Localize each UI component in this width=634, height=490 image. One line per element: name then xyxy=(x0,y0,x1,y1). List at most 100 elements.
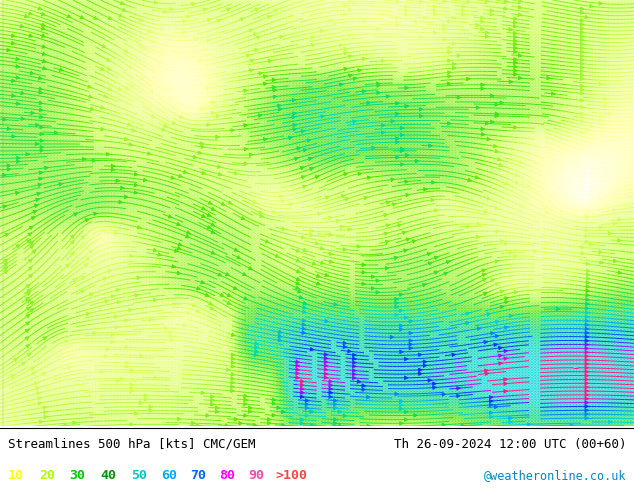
FancyArrowPatch shape xyxy=(514,39,517,43)
FancyArrowPatch shape xyxy=(442,393,446,396)
FancyArrowPatch shape xyxy=(210,395,214,398)
FancyArrowPatch shape xyxy=(244,124,247,127)
FancyArrowPatch shape xyxy=(139,354,143,357)
FancyArrowPatch shape xyxy=(37,397,41,400)
FancyArrowPatch shape xyxy=(487,313,491,316)
FancyArrowPatch shape xyxy=(226,368,230,371)
FancyArrowPatch shape xyxy=(312,262,316,265)
FancyArrowPatch shape xyxy=(35,382,38,385)
FancyArrowPatch shape xyxy=(505,0,508,3)
FancyArrowPatch shape xyxy=(466,312,470,315)
FancyArrowPatch shape xyxy=(467,0,470,3)
FancyArrowPatch shape xyxy=(395,301,398,305)
FancyArrowPatch shape xyxy=(112,164,115,168)
FancyArrowPatch shape xyxy=(101,370,104,373)
FancyArrowPatch shape xyxy=(443,38,446,42)
FancyArrowPatch shape xyxy=(604,104,607,108)
FancyArrowPatch shape xyxy=(442,423,446,426)
FancyArrowPatch shape xyxy=(483,210,487,213)
FancyArrowPatch shape xyxy=(30,72,34,74)
FancyArrowPatch shape xyxy=(481,133,485,136)
FancyArrowPatch shape xyxy=(444,272,448,275)
FancyArrowPatch shape xyxy=(324,372,328,375)
FancyArrowPatch shape xyxy=(453,67,456,70)
FancyArrowPatch shape xyxy=(218,273,222,276)
FancyArrowPatch shape xyxy=(404,376,408,380)
FancyArrowPatch shape xyxy=(255,350,258,353)
FancyArrowPatch shape xyxy=(309,233,313,237)
FancyArrowPatch shape xyxy=(207,213,211,217)
FancyArrowPatch shape xyxy=(40,125,43,129)
FancyArrowPatch shape xyxy=(178,243,182,246)
FancyArrowPatch shape xyxy=(125,318,128,322)
FancyArrowPatch shape xyxy=(514,50,517,53)
FancyArrowPatch shape xyxy=(39,87,42,91)
FancyArrowPatch shape xyxy=(366,395,370,399)
FancyArrowPatch shape xyxy=(268,417,271,421)
FancyArrowPatch shape xyxy=(212,101,215,104)
FancyArrowPatch shape xyxy=(206,414,209,417)
FancyArrowPatch shape xyxy=(339,410,342,414)
FancyArrowPatch shape xyxy=(16,245,20,248)
FancyArrowPatch shape xyxy=(138,225,141,229)
FancyArrowPatch shape xyxy=(186,15,190,18)
FancyArrowPatch shape xyxy=(518,5,522,9)
FancyArrowPatch shape xyxy=(66,264,69,268)
FancyArrowPatch shape xyxy=(505,326,508,329)
FancyArrowPatch shape xyxy=(340,225,344,229)
FancyArrowPatch shape xyxy=(116,379,119,383)
FancyArrowPatch shape xyxy=(401,147,404,150)
FancyArrowPatch shape xyxy=(456,387,460,390)
FancyArrowPatch shape xyxy=(333,418,337,421)
FancyArrowPatch shape xyxy=(33,211,37,214)
FancyArrowPatch shape xyxy=(433,5,437,8)
FancyArrowPatch shape xyxy=(296,371,299,375)
FancyArrowPatch shape xyxy=(377,27,380,31)
FancyArrowPatch shape xyxy=(81,290,84,293)
FancyArrowPatch shape xyxy=(613,259,617,263)
FancyArrowPatch shape xyxy=(333,399,337,402)
FancyArrowPatch shape xyxy=(325,273,328,277)
FancyArrowPatch shape xyxy=(108,16,112,19)
FancyArrowPatch shape xyxy=(362,90,366,93)
FancyArrowPatch shape xyxy=(415,20,418,23)
FancyArrowPatch shape xyxy=(16,156,20,160)
FancyArrowPatch shape xyxy=(235,417,238,421)
FancyArrowPatch shape xyxy=(243,414,247,417)
FancyArrowPatch shape xyxy=(462,5,465,8)
FancyArrowPatch shape xyxy=(396,16,399,20)
FancyArrowPatch shape xyxy=(585,362,588,366)
FancyArrowPatch shape xyxy=(500,240,503,243)
FancyArrowPatch shape xyxy=(153,298,157,302)
FancyArrowPatch shape xyxy=(609,232,612,235)
FancyArrowPatch shape xyxy=(89,250,93,253)
FancyArrowPatch shape xyxy=(545,205,548,208)
FancyArrowPatch shape xyxy=(158,60,162,63)
FancyArrowPatch shape xyxy=(200,142,204,145)
FancyArrowPatch shape xyxy=(178,417,181,420)
FancyArrowPatch shape xyxy=(310,229,313,233)
FancyArrowPatch shape xyxy=(280,195,283,198)
FancyArrowPatch shape xyxy=(508,420,512,424)
FancyArrowPatch shape xyxy=(32,250,36,253)
FancyArrowPatch shape xyxy=(329,233,332,237)
FancyArrowPatch shape xyxy=(264,82,267,86)
FancyArrowPatch shape xyxy=(452,16,456,20)
FancyArrowPatch shape xyxy=(399,293,403,296)
FancyArrowPatch shape xyxy=(432,382,436,386)
FancyArrowPatch shape xyxy=(260,214,264,218)
FancyArrowPatch shape xyxy=(268,421,271,425)
FancyArrowPatch shape xyxy=(244,398,247,401)
FancyArrowPatch shape xyxy=(249,29,253,32)
FancyArrowPatch shape xyxy=(281,227,285,230)
FancyArrowPatch shape xyxy=(400,126,404,130)
FancyArrowPatch shape xyxy=(164,124,167,127)
FancyArrowPatch shape xyxy=(339,83,343,86)
FancyArrowPatch shape xyxy=(404,249,408,252)
FancyArrowPatch shape xyxy=(358,69,361,72)
FancyArrowPatch shape xyxy=(39,177,42,180)
FancyArrowPatch shape xyxy=(345,197,349,201)
FancyArrowPatch shape xyxy=(581,252,585,255)
FancyArrowPatch shape xyxy=(85,219,89,222)
FancyArrowPatch shape xyxy=(585,355,588,358)
